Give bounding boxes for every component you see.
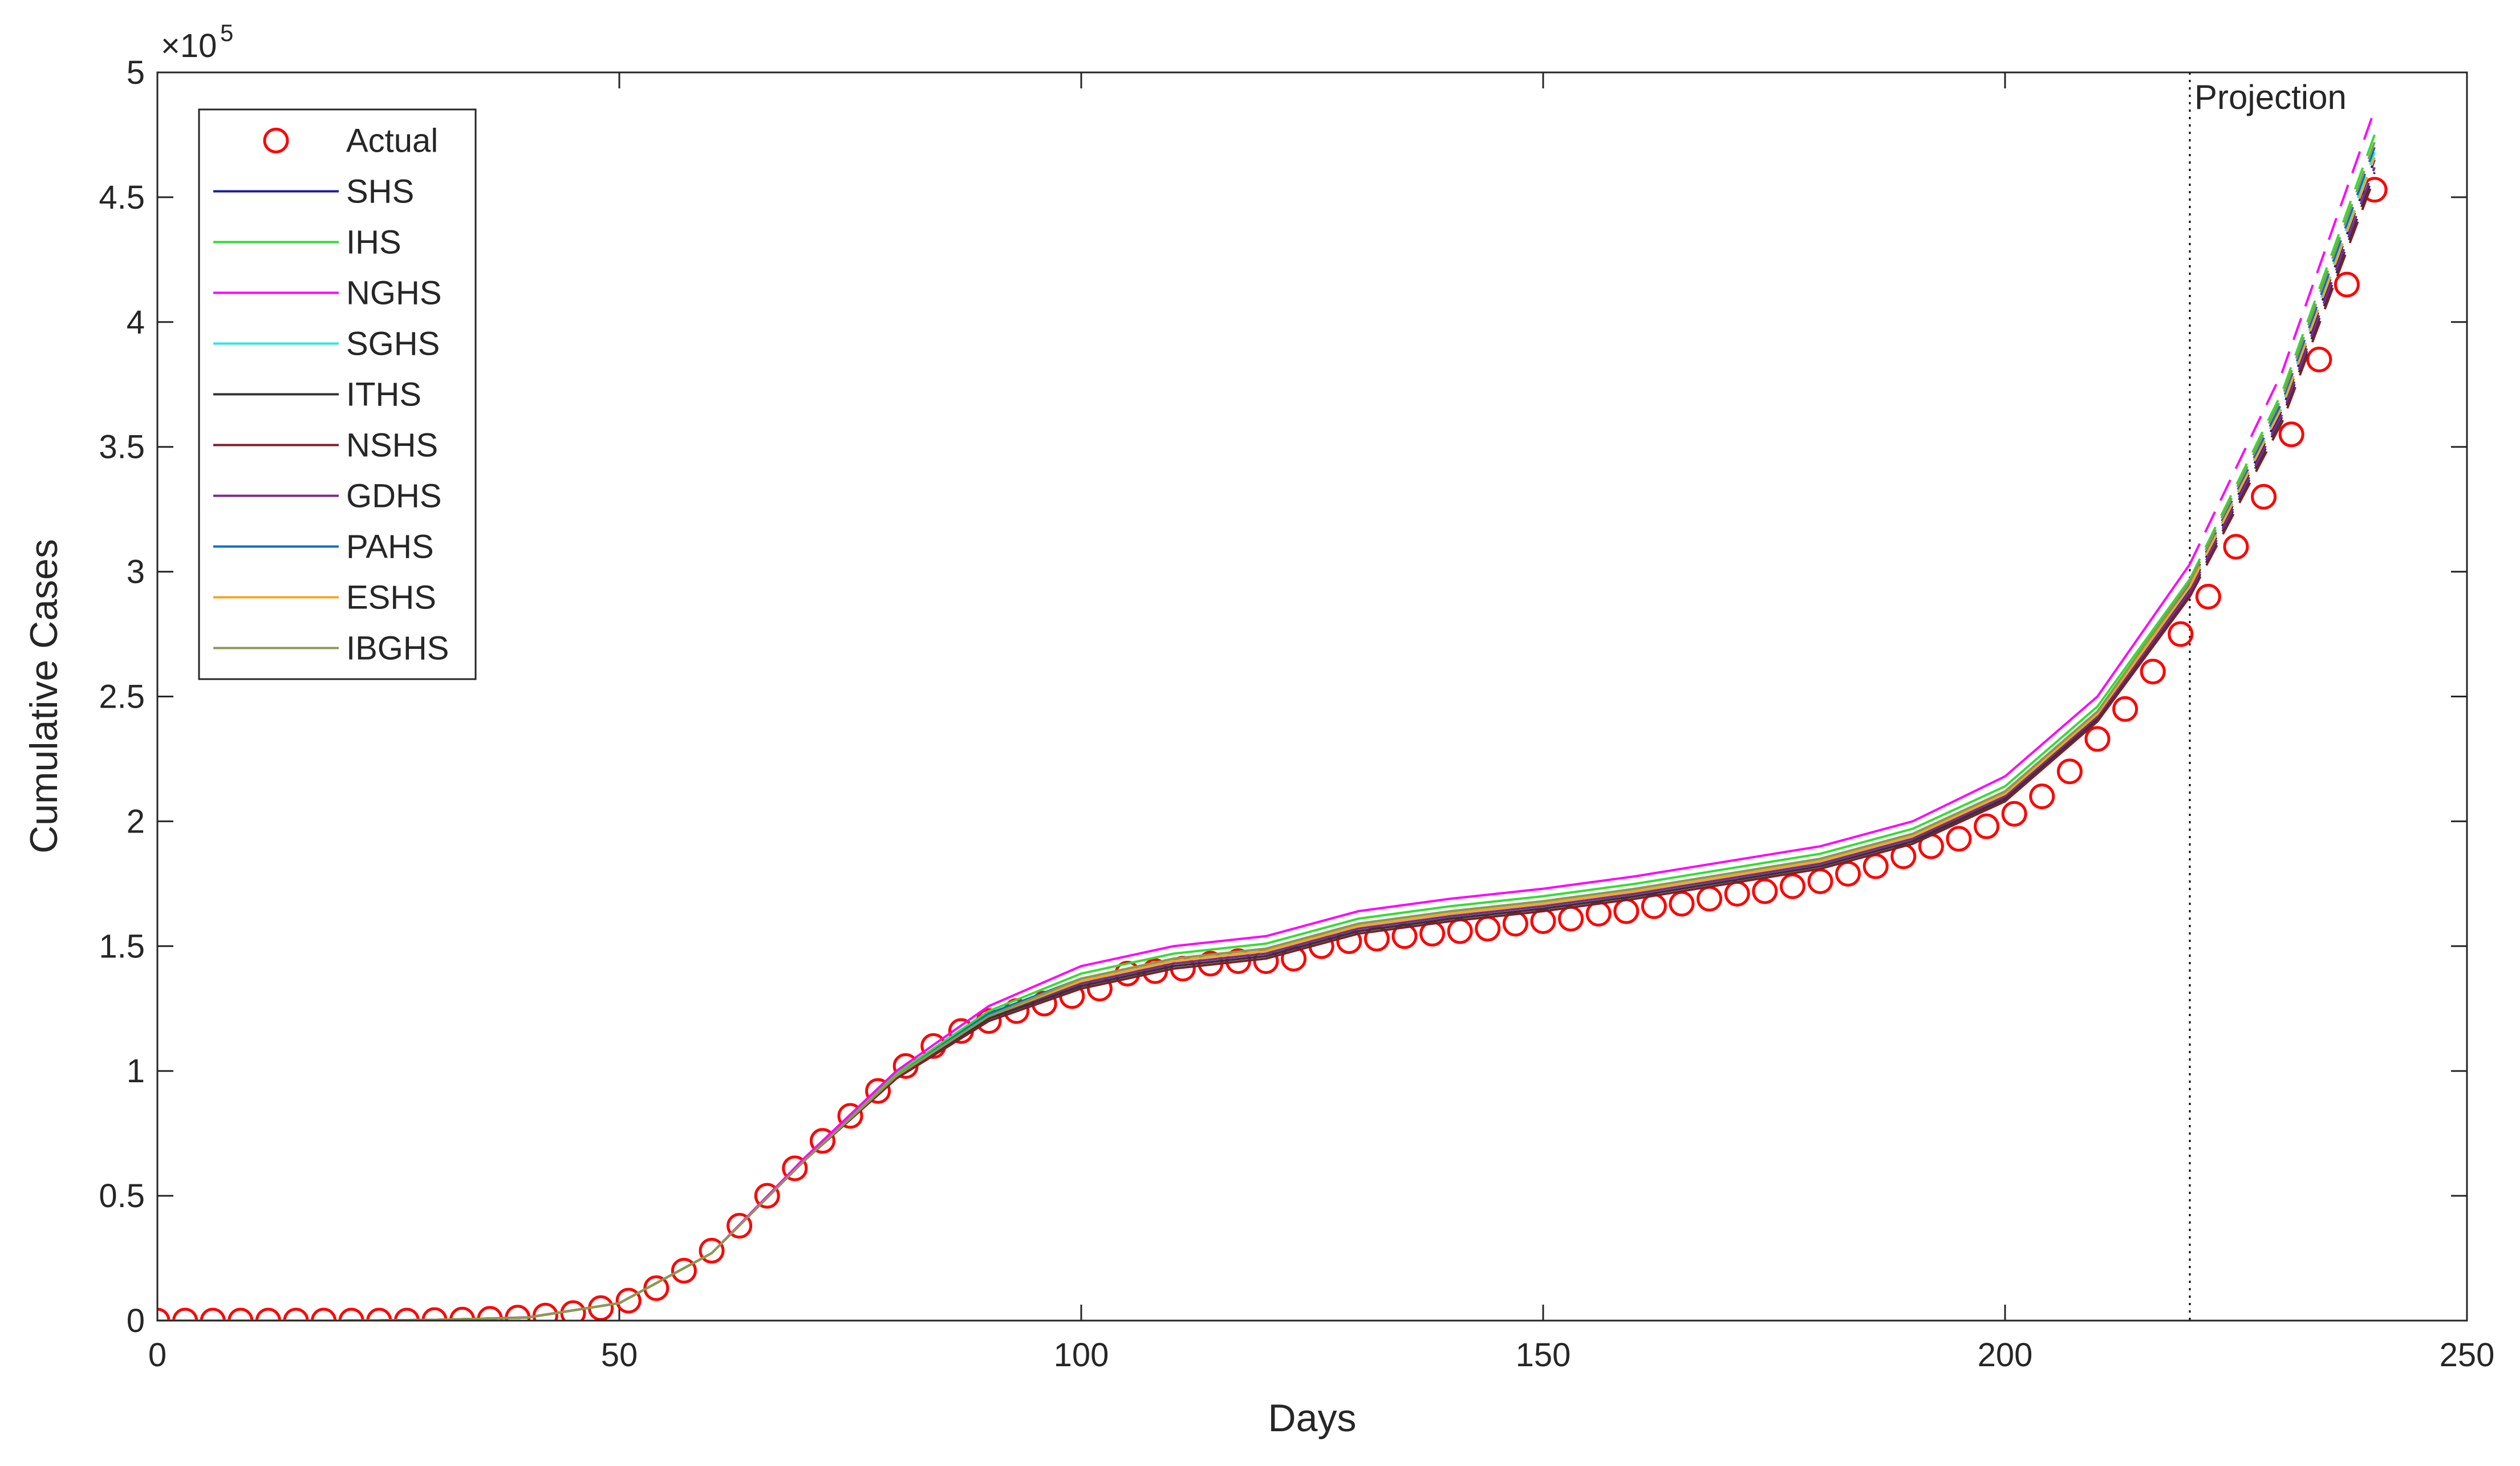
- legend-label: NGHS: [346, 275, 442, 312]
- y-axis-label: Cumulative Cases: [22, 539, 66, 854]
- actual-marker: [754, 1183, 780, 1209]
- x-tick-label: 150: [1516, 1337, 1571, 1374]
- actual-marker: [615, 1288, 642, 1314]
- legend-label: IBGHS: [346, 630, 449, 667]
- legend-label: SGHS: [346, 326, 440, 363]
- actual-marker: [255, 1307, 281, 1321]
- actual-marker: [1946, 826, 1972, 852]
- legend-label: ITHS: [346, 376, 421, 413]
- actual-marker: [283, 1307, 309, 1321]
- actual-marker: [2251, 484, 2277, 510]
- actual-marker: [2278, 421, 2304, 448]
- y-tick-label: 3.5: [99, 429, 145, 466]
- actual-marker: [1779, 873, 1805, 899]
- actual-marker: [228, 1307, 254, 1321]
- actual-marker: [2223, 534, 2249, 560]
- legend-label: Actual: [346, 123, 438, 160]
- x-tick-label: 250: [2440, 1337, 2495, 1374]
- model-line: [2189, 167, 2376, 592]
- y-tick-label: 4: [127, 304, 145, 341]
- model-line: [2189, 172, 2376, 595]
- x-tick-label: 100: [1054, 1337, 1109, 1374]
- legend-label: GDHS: [346, 478, 442, 515]
- y-tick-label: 1.5: [99, 928, 145, 965]
- y-tick-label: 4.5: [99, 179, 145, 216]
- actual-marker: [865, 1078, 891, 1104]
- actual-marker: [2168, 621, 2194, 647]
- y-tick-label: 0.5: [99, 1177, 145, 1215]
- actual-marker: [1752, 878, 1778, 904]
- actual-marker: [2112, 696, 2138, 722]
- actual-marker: [2306, 346, 2332, 372]
- model-line: [2189, 177, 2376, 598]
- actual-marker: [200, 1307, 226, 1321]
- actual-marker: [2195, 583, 2221, 610]
- axes-box: [156, 71, 2468, 1322]
- legend-label: NSHS: [346, 427, 438, 464]
- actual-marker: [2334, 271, 2360, 298]
- actual-marker: [2001, 801, 2027, 827]
- legend-label: PAHS: [346, 529, 434, 566]
- legend-label: SHS: [346, 173, 414, 210]
- actual-marker: [837, 1103, 863, 1129]
- y-multiplier-exponent: 5: [220, 19, 233, 46]
- y-multiplier: ×10: [161, 27, 217, 64]
- y-tick-label: 1: [127, 1053, 145, 1090]
- model-line: [2189, 134, 2376, 580]
- y-tick-label: 0: [127, 1302, 145, 1339]
- actual-marker: [393, 1307, 420, 1321]
- y-tick-label: 2.5: [99, 679, 145, 716]
- actual-marker: [671, 1257, 697, 1284]
- actual-marker: [782, 1155, 808, 1181]
- y-tick-label: 3: [127, 554, 145, 591]
- actual-marker: [366, 1307, 392, 1321]
- actual-marker: [2029, 783, 2055, 810]
- plot-area: [157, 72, 2388, 1321]
- actual-marker: [2140, 659, 2166, 685]
- projection-label: Projection: [2194, 78, 2347, 116]
- y-tick-label: 2: [127, 803, 145, 840]
- x-axis-label: Days: [1268, 1396, 1357, 1440]
- actual-marker: [809, 1128, 835, 1154]
- legend-label: ESHS: [346, 579, 436, 616]
- legend-marker: [263, 128, 289, 153]
- model-line: [157, 580, 2191, 1321]
- model-line: [2189, 109, 2376, 565]
- actual-marker: [2056, 758, 2083, 785]
- actual-marker: [338, 1307, 364, 1321]
- actual-marker: [1974, 813, 2000, 839]
- x-tick-label: 50: [601, 1337, 638, 1374]
- legend-label: IHS: [346, 224, 401, 261]
- actual-marker: [172, 1307, 198, 1321]
- actual-marker: [699, 1237, 725, 1264]
- actual-marker: [311, 1307, 337, 1321]
- actual-marker: [2084, 726, 2111, 752]
- actual-marker: [727, 1213, 753, 1239]
- x-tick-label: 200: [1978, 1337, 2033, 1374]
- y-tick-label: 5: [127, 54, 145, 91]
- x-tick-label: 0: [148, 1337, 167, 1374]
